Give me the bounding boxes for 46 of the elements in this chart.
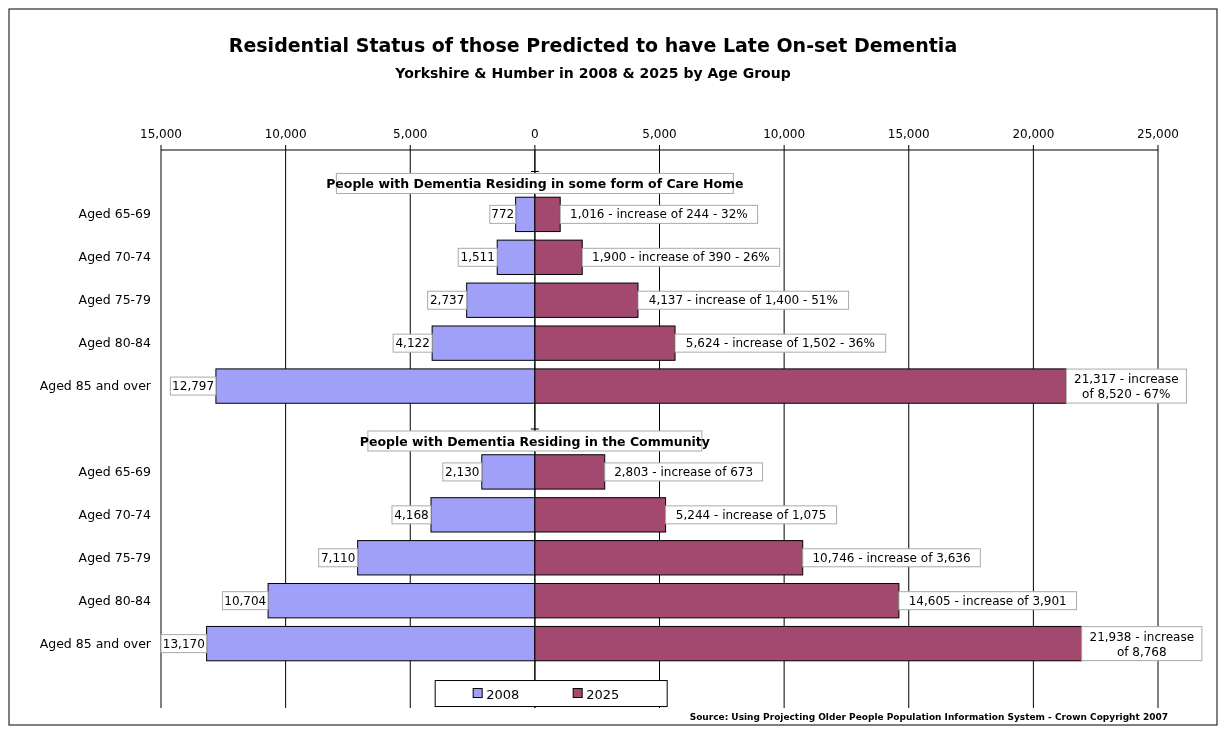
data-label: 14,605 - increase of 3,901	[908, 593, 1067, 608]
x-tick-label: 15,000	[887, 127, 930, 141]
data-label: 4,122	[395, 336, 430, 351]
data-label: 21,317 - increase of 8,520 - 67%	[1074, 372, 1179, 402]
y-tick-label: Aged 80-84	[78, 335, 152, 351]
data-label: 5,244 - increase of 1,075	[675, 507, 827, 522]
source-note: Source: Using Projecting Older People Population Information System - Crown Copyright 2007	[689, 712, 1168, 722]
data-label: 21,938 - increase of 8,768	[1089, 629, 1195, 659]
x-tick-label: 10,000	[264, 127, 307, 141]
legend-label: 2008	[486, 686, 520, 702]
data-label: 13,170	[162, 636, 205, 651]
x-tick-label: 15,000	[140, 127, 182, 141]
y-tick-label: Aged 70-74	[78, 249, 152, 265]
annotation: People with Dementia Residing in some form of Care Home	[326, 176, 744, 192]
y-tick-label: Aged 65-69	[78, 206, 152, 222]
x-tick-label: 0	[531, 127, 539, 141]
data-label: 4,168	[394, 507, 429, 522]
y-tick-label: Aged 75-79	[78, 292, 152, 308]
y-tick-label: Aged 70-74	[78, 506, 152, 522]
data-label: 1,016 - increase of 244 - 32%	[570, 207, 748, 222]
x-tick-label: 5,000	[393, 127, 428, 141]
data-label: 7,110	[320, 550, 356, 565]
legend-label: 2025	[586, 686, 620, 702]
x-tick-label: 20,000	[1012, 127, 1055, 141]
annotation: People with Dementia Residing in the Community	[359, 434, 710, 449]
chart-subtitle: Yorkshire & Humber in 2008 & 2025 by Age Group	[394, 65, 791, 81]
y-tick-label: Aged 85 and over	[39, 635, 152, 651]
x-tick-label: 25,000	[1137, 127, 1179, 141]
y-tick-label: Aged 85 and over	[39, 378, 152, 394]
data-label: 1,511	[460, 250, 495, 265]
data-label: 2,737	[429, 293, 465, 308]
chart-title: Residential Status of those Predicted to have Late On-set Dementia	[228, 34, 958, 56]
data-label: 2,130	[445, 464, 480, 479]
data-label: 5,624 - increase of 1,502 - 36%	[685, 336, 875, 351]
data-label: 1,900 - increase of 390 - 26%	[592, 250, 770, 265]
data-label: 10,746 - increase of 3,636	[812, 550, 971, 565]
data-label: 4,137 - increase of 1,400 - 51%	[648, 293, 838, 308]
y-tick-label: Aged 75-79	[78, 549, 152, 565]
y-tick-label: Aged 65-69	[78, 463, 152, 479]
y-tick-label: Aged 80-84	[78, 592, 152, 608]
data-label: 2,803 - increase of 673	[614, 464, 754, 479]
x-tick-label: 5,000	[642, 127, 677, 141]
data-label: 10,704	[224, 593, 267, 608]
data-label: 772	[491, 207, 515, 222]
data-label: 12,797	[172, 379, 215, 394]
x-tick-label: 10,000	[763, 127, 806, 141]
